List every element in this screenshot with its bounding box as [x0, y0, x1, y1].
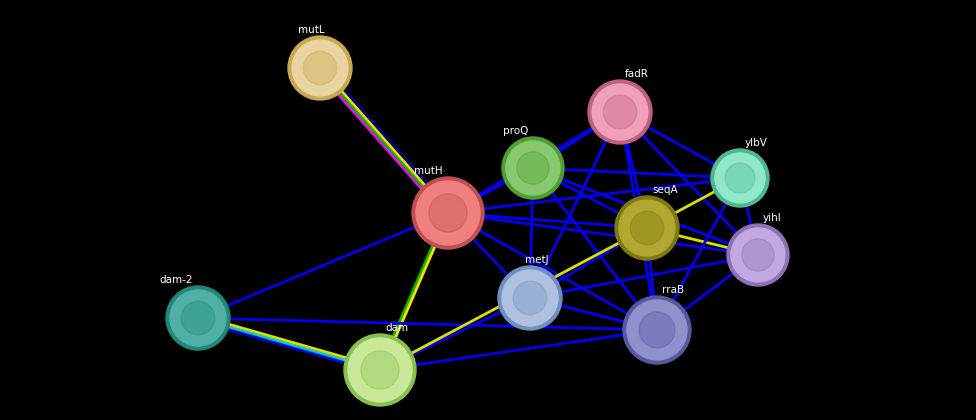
- Circle shape: [627, 300, 687, 360]
- Circle shape: [170, 290, 226, 346]
- Circle shape: [502, 137, 564, 199]
- Circle shape: [639, 312, 675, 348]
- Circle shape: [727, 224, 789, 286]
- Circle shape: [619, 200, 675, 256]
- Text: ylbV: ylbV: [745, 138, 768, 148]
- Circle shape: [416, 181, 480, 245]
- Text: mutL: mutL: [299, 25, 325, 35]
- Text: dam-2: dam-2: [159, 275, 193, 285]
- Circle shape: [715, 153, 765, 203]
- Circle shape: [166, 286, 230, 350]
- Circle shape: [623, 296, 691, 364]
- Text: fadR: fadR: [625, 69, 649, 79]
- Circle shape: [725, 163, 755, 193]
- Circle shape: [615, 196, 679, 260]
- Text: dam: dam: [385, 323, 408, 333]
- Circle shape: [731, 228, 785, 282]
- Circle shape: [412, 177, 484, 249]
- Circle shape: [304, 51, 337, 85]
- Circle shape: [592, 84, 648, 140]
- Text: yihl: yihl: [763, 213, 782, 223]
- Circle shape: [603, 95, 636, 129]
- Circle shape: [513, 281, 547, 315]
- Circle shape: [498, 266, 562, 330]
- Text: seqA: seqA: [652, 185, 677, 195]
- Circle shape: [502, 270, 558, 326]
- Text: metJ: metJ: [525, 255, 549, 265]
- Text: mutH: mutH: [415, 166, 443, 176]
- Text: rraB: rraB: [662, 285, 684, 295]
- Circle shape: [742, 239, 774, 271]
- Circle shape: [288, 36, 352, 100]
- Circle shape: [517, 152, 549, 184]
- Circle shape: [344, 334, 416, 406]
- Circle shape: [182, 301, 215, 335]
- Circle shape: [428, 194, 468, 232]
- Circle shape: [361, 351, 399, 389]
- Text: proQ: proQ: [503, 126, 528, 136]
- Circle shape: [630, 211, 664, 245]
- Circle shape: [711, 149, 769, 207]
- Circle shape: [292, 40, 348, 96]
- Circle shape: [506, 141, 560, 195]
- Circle shape: [348, 338, 412, 402]
- Circle shape: [588, 80, 652, 144]
